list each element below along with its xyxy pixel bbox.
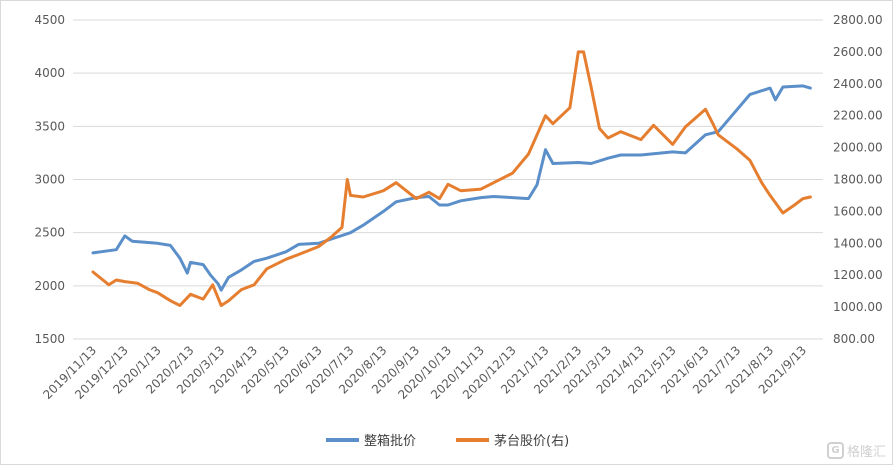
left-tick-label: 4000 xyxy=(34,66,65,80)
watermark-text: 格隆汇 xyxy=(846,445,886,460)
watermark-logo-icon: G xyxy=(826,442,844,459)
grid-lines xyxy=(73,19,823,340)
left-tick-label: 3500 xyxy=(34,119,65,133)
right-tick-label: 2800.00 xyxy=(833,13,883,27)
series-lines xyxy=(91,50,812,307)
legend-label-2: 茅台股价(右) xyxy=(494,434,569,449)
legend-label-1: 整箱批价 xyxy=(364,433,416,449)
x-axis-ticks: 2019/11/132019/12/132020/1/132020/2/1320… xyxy=(40,343,809,402)
left-tick-label: 1500 xyxy=(34,332,65,346)
series-line-1 xyxy=(91,84,812,292)
left-axis-ticks: 1500 2000 2500 3000 3500 4000 4500 xyxy=(34,13,65,346)
left-tick-label: 3000 xyxy=(34,173,65,187)
right-tick-label: 800.00 xyxy=(833,332,875,346)
right-tick-label: 2200.00 xyxy=(833,109,883,123)
right-tick-label: 1600.00 xyxy=(833,204,883,218)
right-axis-ticks: 800.00 1000.00 1200.00 1400.00 1600.00 1800.0… xyxy=(833,13,883,346)
right-tick-label: 1400.00 xyxy=(833,236,883,250)
left-tick-label: 4500 xyxy=(34,13,65,27)
watermark: G 格隆汇 xyxy=(826,441,886,460)
left-tick-label: 2500 xyxy=(34,226,65,240)
right-tick-label: 1200.00 xyxy=(833,268,883,282)
right-tick-label: 1800.00 xyxy=(833,173,883,187)
right-tick-label: 2600.00 xyxy=(833,45,883,59)
series-line-2 xyxy=(91,50,812,307)
right-tick-label: 2000.00 xyxy=(833,141,883,155)
left-tick-label: 2000 xyxy=(34,279,65,293)
right-tick-label: 1000.00 xyxy=(833,300,883,314)
right-tick-label: 2400.00 xyxy=(833,77,883,91)
legend: 整箱批价 茅台股价(右) xyxy=(326,433,569,449)
